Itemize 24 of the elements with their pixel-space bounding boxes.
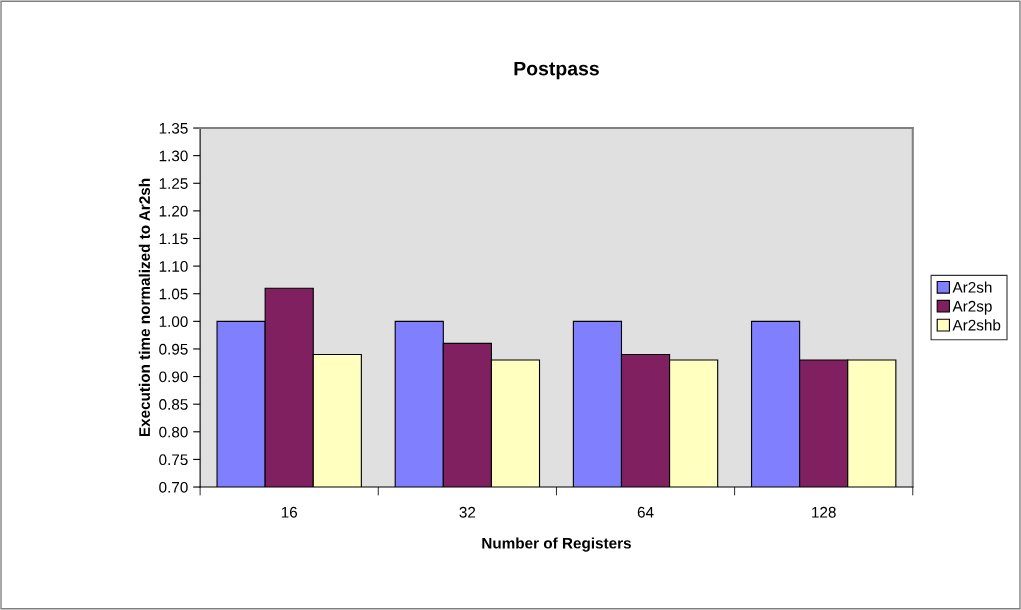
chart-title: Postpass — [514, 61, 599, 80]
y-tick-label: 1.20 — [159, 205, 188, 217]
y-tick-label: 0.95 — [159, 343, 188, 355]
y-tick-label: 1.05 — [159, 288, 188, 300]
y-tick-label: 1.35 — [159, 122, 188, 134]
y-tick-label: 1.00 — [159, 316, 188, 328]
y-tick-label: 0.85 — [159, 399, 188, 410]
y-tick-label: 0.90 — [159, 371, 188, 383]
x-tick-label: 16 — [281, 506, 298, 518]
y-axis-title: Execution time normalized to Ar2sh — [138, 178, 150, 437]
x-tick-label: 128 — [812, 506, 836, 518]
y-tick-label: 0.80 — [159, 426, 188, 438]
y-tick-label: 1.30 — [159, 150, 188, 162]
y-tick-label: 0.70 — [159, 481, 188, 493]
y-tick-label: 0.75 — [159, 454, 188, 466]
x-axis-title: Number of Registers — [482, 537, 631, 552]
legend-label: Ar2shb — [952, 319, 1001, 331]
y-tick-label: 1.25 — [159, 178, 188, 189]
y-tick-label: 1.15 — [159, 233, 188, 245]
legend-label: Ar2sp — [952, 300, 992, 315]
x-tick-label: 32 — [459, 506, 476, 518]
legend-label: Ar2sh — [952, 281, 992, 293]
y-tick-label: 1.10 — [159, 260, 188, 272]
x-tick-label: 64 — [637, 506, 654, 518]
